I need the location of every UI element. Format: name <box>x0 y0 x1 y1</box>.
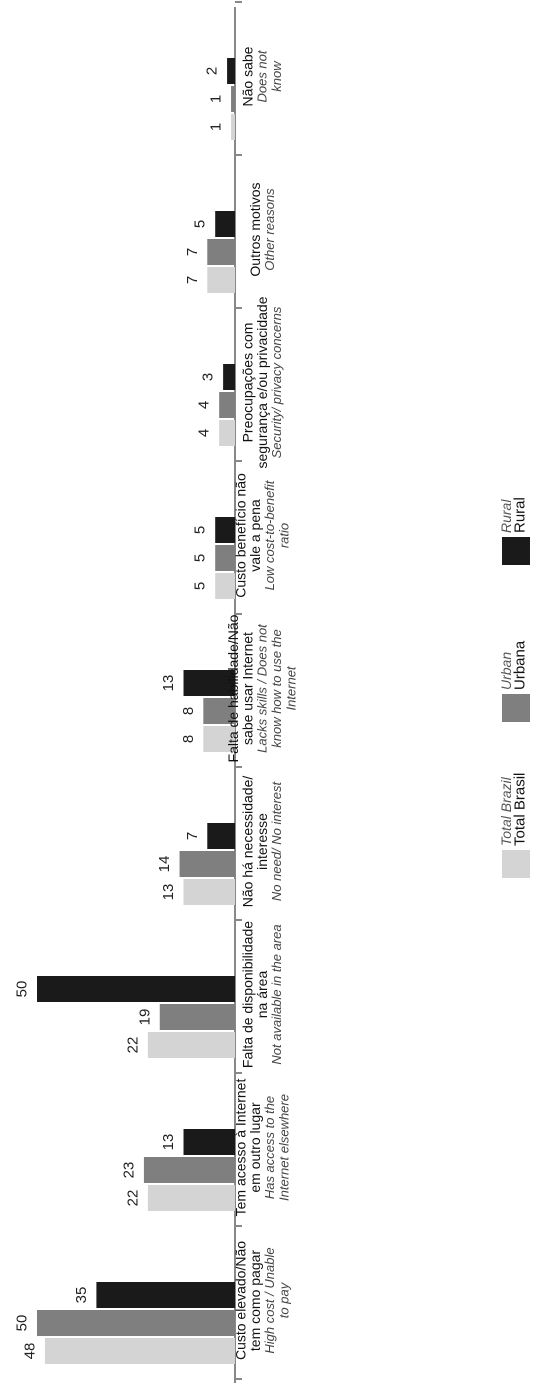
bar-total-brasil <box>183 879 235 905</box>
value-label: 13 <box>160 884 177 901</box>
category-label-pt: interesse <box>254 813 270 870</box>
category-label-en: High cost / Unable <box>262 1247 277 1353</box>
bar-total-brasil <box>203 726 235 752</box>
value-label: 1 <box>208 95 225 103</box>
category-label-pt: Custo benefício não <box>232 473 248 598</box>
legend-label: Rural <box>512 497 529 533</box>
bar-urbana <box>203 698 235 724</box>
bar-urbana <box>179 851 235 877</box>
category-label-en: Other reasons <box>262 188 277 271</box>
category-label-en: Does not <box>255 49 270 102</box>
category-label-pt: vale a pena <box>247 499 263 572</box>
category-label-pt: na área <box>254 971 270 1019</box>
category-label-en: to pay <box>276 1281 291 1318</box>
legend-label-en: Total Brazil <box>498 776 514 846</box>
value-label: 7 <box>184 276 201 284</box>
category-label-pt: tem como pagar <box>247 1250 263 1351</box>
value-label: 7 <box>184 248 201 256</box>
category-label-pt: Não há necessidade/ <box>240 776 256 908</box>
bar-urbana <box>159 1004 235 1030</box>
category-label-en: Security/ privacy concerns <box>269 306 284 458</box>
bar-urbana <box>37 1310 235 1336</box>
value-label: 5 <box>192 554 209 562</box>
category-label-pt: Falta de habilidade/Não <box>225 614 241 762</box>
bar-urbana <box>207 239 235 265</box>
category-label-pt: Falta de disponibilidade <box>240 921 256 1068</box>
value-label: 50 <box>14 981 31 998</box>
bar-total-brasil <box>231 114 235 140</box>
category-label-pt: segurança e/ou privacidade <box>254 296 270 468</box>
category-label-en: know <box>269 60 284 92</box>
bar-total-brasil <box>215 573 235 599</box>
value-label: 8 <box>180 735 197 743</box>
value-label: 5 <box>192 526 209 534</box>
category-label-pt: sabe usar Internet <box>240 632 256 745</box>
bar-rural <box>223 364 235 390</box>
value-label: 4 <box>196 429 213 437</box>
value-label: 5 <box>192 220 209 228</box>
value-label: 50 <box>14 1315 31 1332</box>
category-label-pt: Tem acesso à Internet <box>232 1079 248 1217</box>
value-label: 22 <box>124 1190 141 1207</box>
category-label-en: Lacks skills / Does not <box>255 623 270 753</box>
bar-rural <box>215 211 235 237</box>
value-labels: 48 50 35 22 23 13 22 19 50 13 14 7 8 8 13 5 5 5 4 4 3 7 7 5 1 1 2 <box>14 67 225 1360</box>
value-label: 2 <box>204 67 221 75</box>
legend-swatch <box>502 850 530 878</box>
value-label: 23 <box>120 1162 137 1179</box>
value-label: 13 <box>160 1134 177 1151</box>
bar-total-brasil <box>219 420 235 446</box>
value-label: 19 <box>136 1009 153 1026</box>
category-label-en: Internet elsewhere <box>276 1094 291 1201</box>
value-label: 13 <box>160 675 177 692</box>
bar-rural <box>183 1129 235 1155</box>
bar-total-brasil <box>147 1185 235 1211</box>
value-label: 35 <box>73 1287 90 1304</box>
category-label-en: No need/ No interest <box>269 780 284 901</box>
value-label: 3 <box>200 373 217 381</box>
legend-swatch <box>502 537 530 565</box>
value-label: 5 <box>192 582 209 590</box>
legend-label-en: Urban <box>498 652 514 690</box>
category-label-en: know how to use the <box>269 629 284 748</box>
category-label-en: Has access to the <box>262 1096 277 1199</box>
bar-total-brasil <box>147 1032 235 1058</box>
bars <box>37 58 235 1364</box>
bar-urbana <box>143 1157 235 1183</box>
bar-rural <box>183 670 235 696</box>
value-label: 8 <box>180 707 197 715</box>
legend-swatch <box>502 694 530 722</box>
value-label: 22 <box>124 1037 141 1054</box>
bar-rural <box>207 823 235 849</box>
value-label: 4 <box>196 401 213 409</box>
bar-total-brasil <box>44 1338 235 1364</box>
legend-label: Total Brasil <box>512 773 529 846</box>
bar-urbana <box>219 392 235 418</box>
bar-urbana <box>215 545 235 571</box>
value-label: 14 <box>156 856 173 873</box>
category-label-pt: Outros motivos <box>247 182 263 276</box>
legend-label: Urbana <box>512 640 529 690</box>
category-label-pt: Não sabe <box>240 46 256 106</box>
bar-total-brasil <box>207 267 235 293</box>
category-label-en: Internet <box>284 665 299 710</box>
value-label: 7 <box>184 832 201 840</box>
category-label-pt: Preocupações com <box>240 323 256 443</box>
bar-rural <box>96 1282 235 1308</box>
bar-rural <box>227 58 235 84</box>
category-label-pt: em outro lugar <box>247 1102 263 1193</box>
legend-label-en: Rural <box>498 499 514 533</box>
category-label-en: ratio <box>276 523 291 548</box>
category-label-en: Low cost-to-benefit <box>262 479 277 590</box>
value-label: 48 <box>21 1343 38 1360</box>
bar-rural <box>215 517 235 543</box>
value-label: 1 <box>208 123 225 131</box>
bar-rural <box>37 976 235 1002</box>
bar-urbana <box>231 86 235 112</box>
category-label-pt: Custo elevado/Não <box>232 1241 248 1360</box>
category-label-en: Not available in the area <box>269 924 284 1064</box>
